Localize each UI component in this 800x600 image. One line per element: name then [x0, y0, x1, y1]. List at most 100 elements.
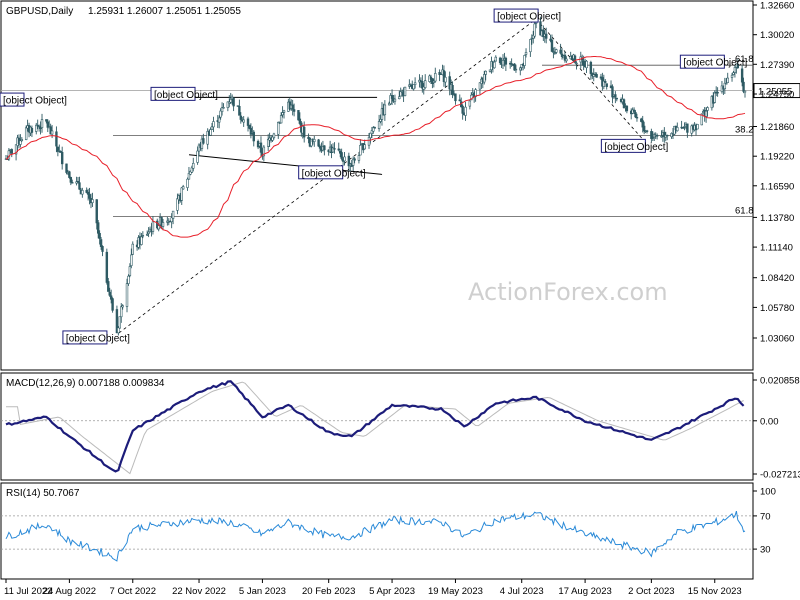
candle-body [622, 99, 626, 109]
chart-header-symbol: GBPUSD,Daily [6, 6, 73, 17]
candle-body [412, 84, 415, 90]
candle-body [206, 131, 209, 145]
candle-body [359, 145, 362, 156]
candle-body [347, 155, 351, 167]
candle-body [282, 110, 286, 113]
candle-body [262, 146, 266, 157]
candle-body [98, 232, 101, 239]
candle-body [141, 235, 145, 237]
candle-body [666, 134, 669, 137]
candle-body [390, 95, 394, 99]
candle-body [317, 139, 320, 147]
candle-body [403, 86, 407, 96]
candle-body [671, 133, 675, 136]
candle-body [101, 246, 104, 252]
candle-body [187, 173, 191, 180]
date-tick-label: 11 Jul 2022 [4, 586, 52, 597]
date-tick-label: 7 Oct 2022 [110, 586, 156, 597]
candle-body [58, 150, 61, 152]
candle-body [121, 305, 124, 308]
candle-body [726, 77, 729, 83]
candle-body [532, 34, 535, 39]
candle-body [582, 60, 585, 66]
candle-body [271, 136, 274, 141]
candle-body [605, 83, 608, 87]
price-label-box [298, 165, 344, 180]
price-label-text: [object Object] [604, 142, 668, 153]
candle-body [30, 128, 34, 133]
candle-body [444, 76, 447, 83]
candle-body [131, 243, 134, 255]
candle-body [180, 187, 183, 201]
candle-body [458, 99, 461, 102]
candle-body [10, 149, 13, 154]
candle-body [46, 121, 49, 128]
candle-body [399, 91, 402, 97]
candle-body [323, 145, 326, 151]
date-tick-label: 5 Jan 2023 [239, 586, 286, 597]
candle-body [464, 106, 467, 116]
candle-body [297, 110, 300, 121]
candle-body [60, 151, 64, 165]
fib-label: 38.2 [735, 125, 754, 136]
date-tick-label: 22 Nov 2022 [172, 586, 226, 597]
candle-body [49, 126, 52, 135]
candle-body [337, 148, 340, 151]
candle-body [210, 126, 214, 130]
price-label-box [493, 8, 539, 23]
candle-body [604, 81, 607, 83]
candle-body [520, 64, 523, 68]
candle-body [65, 163, 68, 173]
candle-body [377, 121, 381, 130]
candle-body [560, 53, 564, 58]
candle-body [470, 94, 473, 101]
trendline-down [535, 18, 647, 144]
candle-body [645, 130, 649, 132]
price-label-box [600, 138, 646, 153]
candle-body [117, 327, 120, 334]
candle-body [514, 68, 518, 71]
candle-body [107, 281, 110, 292]
candle-body [555, 49, 558, 53]
candle-body [343, 156, 346, 162]
candle-body [367, 136, 371, 146]
candle-body [468, 100, 472, 107]
candle-body [530, 37, 533, 40]
candle-body [743, 90, 747, 93]
candle-body [421, 81, 424, 89]
price-tick-label: 1.32660 [760, 1, 794, 12]
candle-body [186, 178, 189, 188]
candle-body [313, 139, 316, 142]
candle-body [145, 233, 149, 236]
candle-body [170, 217, 173, 223]
candle-body [686, 123, 689, 133]
candle-body [105, 251, 109, 283]
date-tick-label: 2 Oct 2023 [628, 586, 674, 597]
candle-body [279, 115, 283, 124]
candle-body [35, 124, 38, 132]
candle-body [120, 306, 123, 318]
candle-body [614, 94, 617, 98]
candle-body [220, 107, 224, 113]
candle-body [157, 225, 160, 230]
macd-tick-label: 0.020858 [760, 376, 800, 387]
price-label-text: [object Object] [683, 58, 747, 69]
candle-body [432, 80, 436, 83]
candle-body [422, 86, 425, 90]
candle-body [742, 81, 745, 92]
candle-body [595, 74, 598, 78]
candle-body [238, 106, 241, 116]
macd-label: MACD(12,26,9) 0.007188 0.009834 [6, 378, 165, 389]
chart-header-ohlc: 1.25931 1.26007 1.25051 1.25055 [88, 6, 241, 17]
candle-body [635, 116, 639, 119]
candle-body [448, 76, 451, 90]
candle-body [292, 109, 296, 112]
candle-body [333, 148, 336, 150]
candle-body [575, 62, 578, 65]
candle-body [641, 120, 644, 128]
candle-body [736, 64, 739, 69]
price-tick-label: 1.21860 [760, 122, 794, 133]
candle-body [372, 127, 375, 132]
macd-tick-label: -0.027213 [760, 470, 800, 481]
candle-body [713, 92, 716, 103]
